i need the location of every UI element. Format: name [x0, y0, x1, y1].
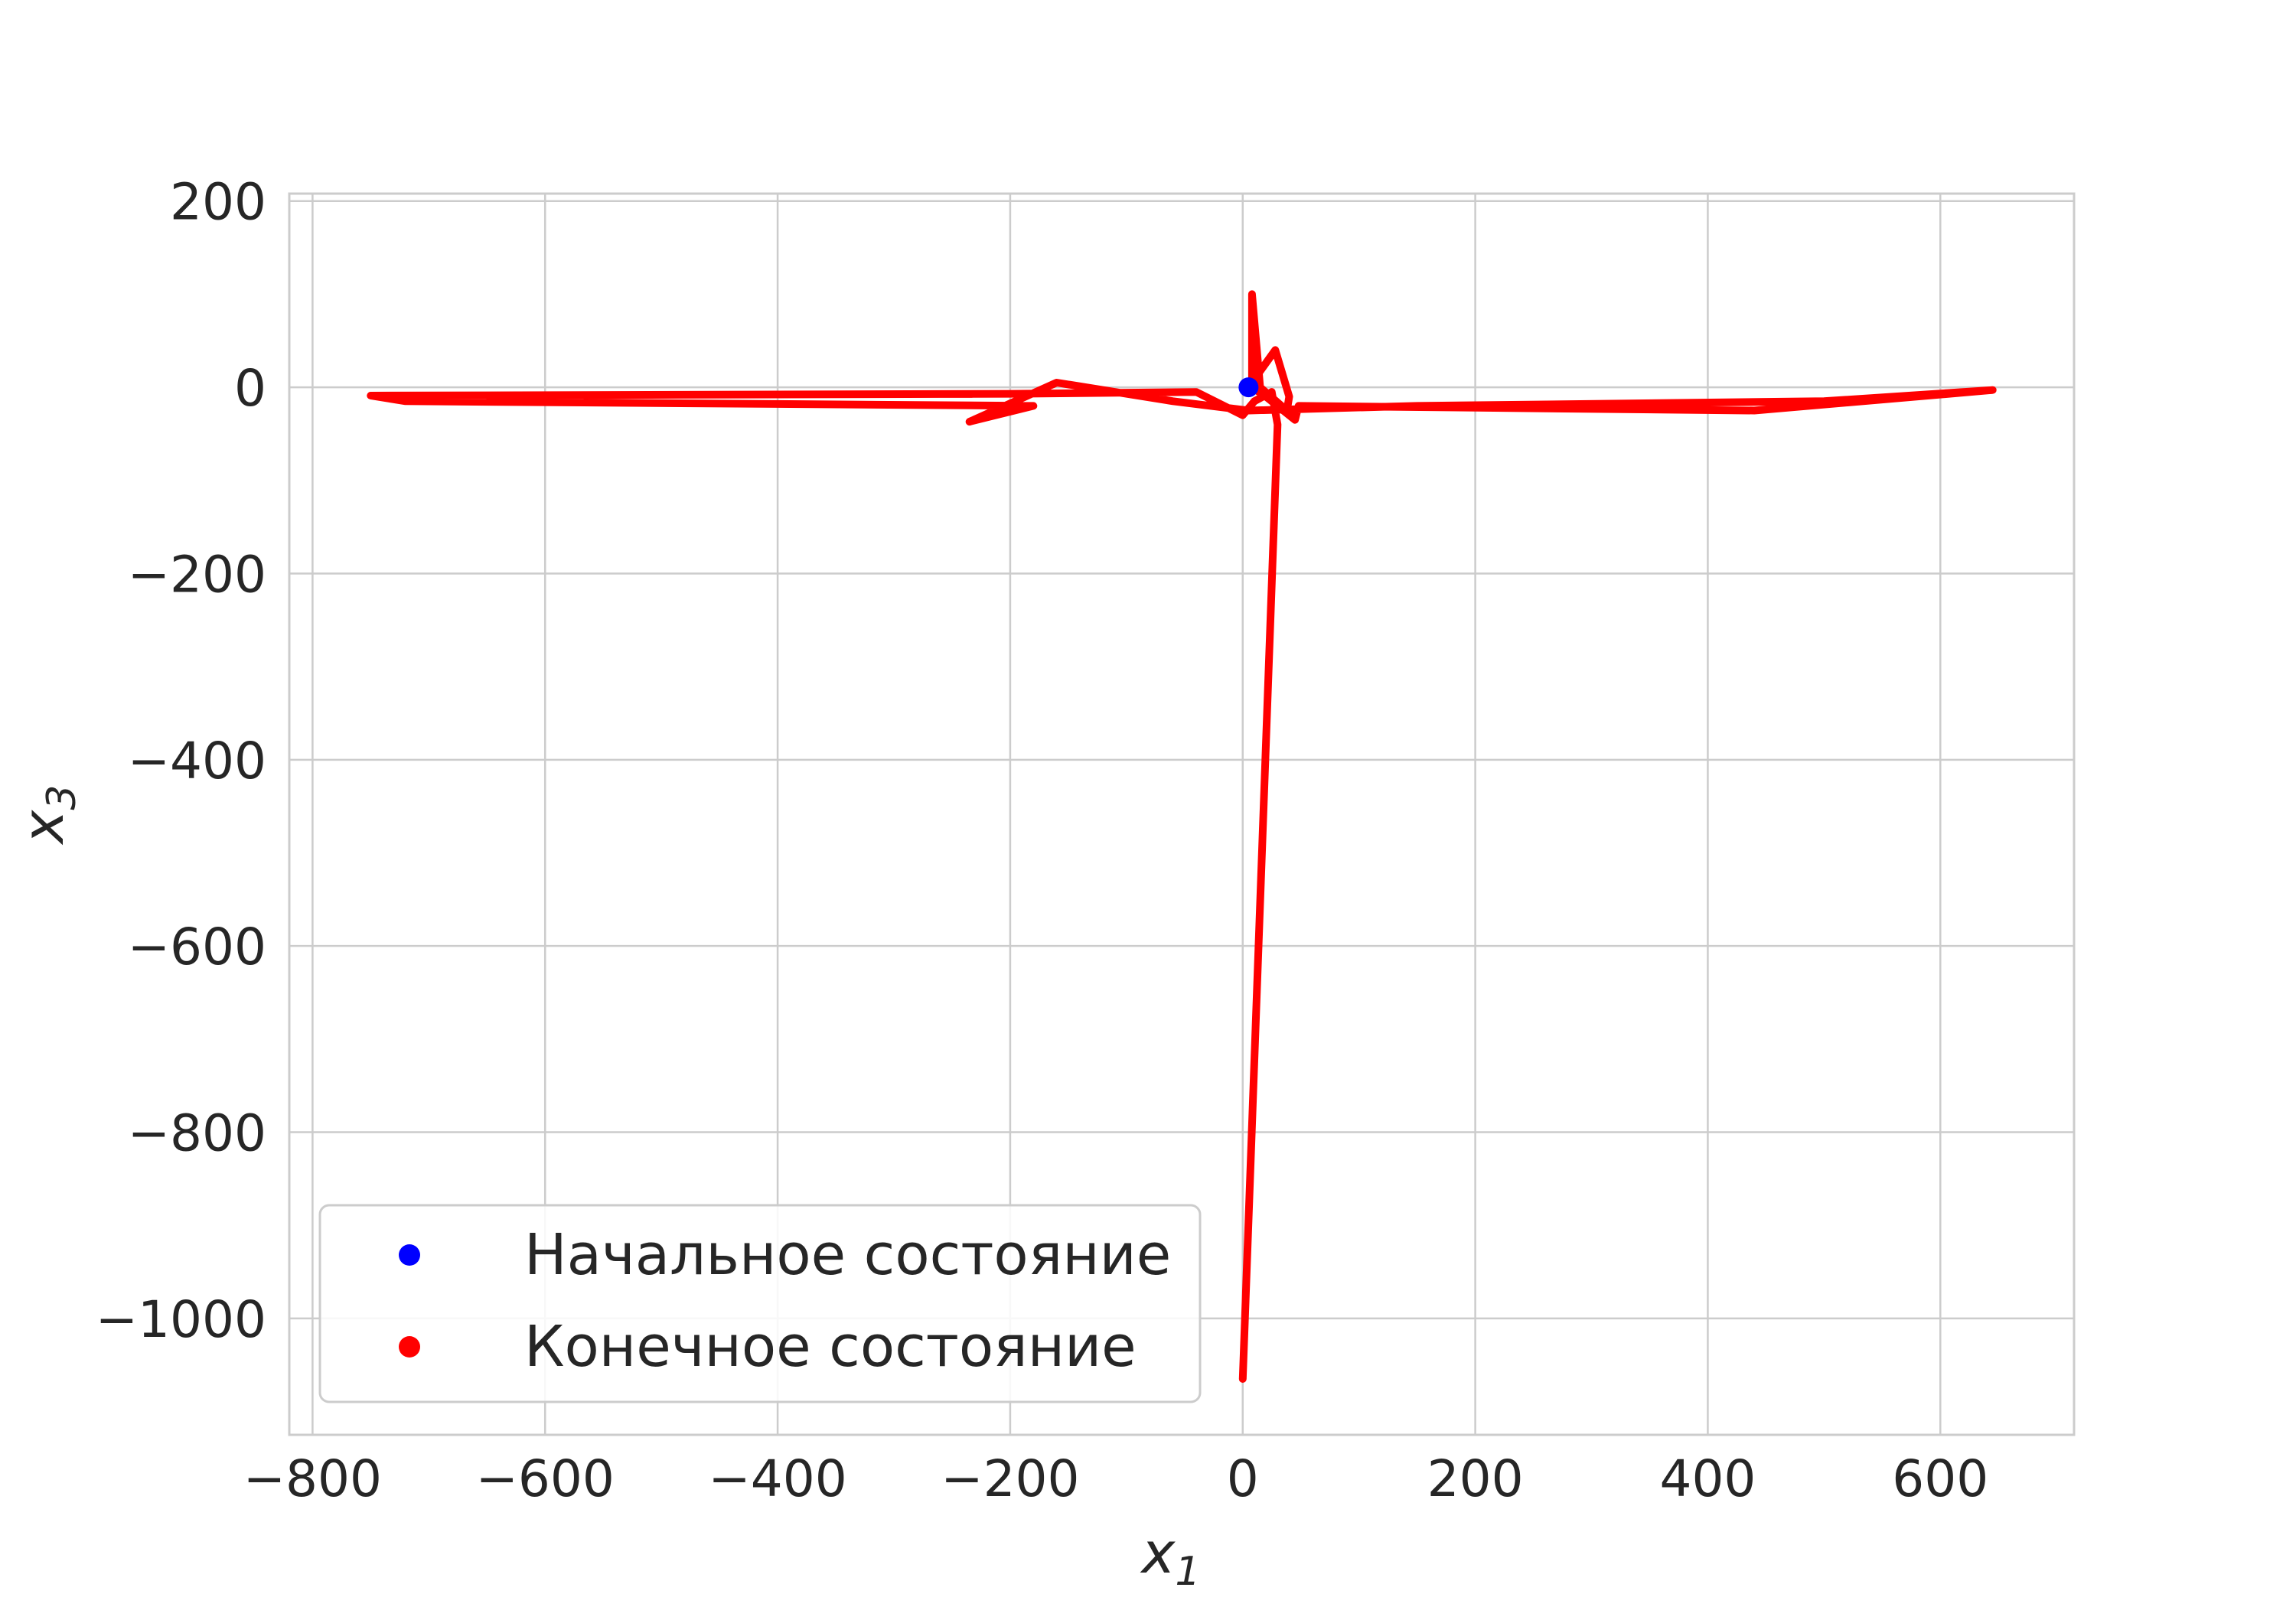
x-tick-label: 0	[1227, 1449, 1259, 1508]
y-tick-label: −400	[128, 732, 266, 790]
initial-state-point	[1238, 377, 1259, 398]
series-group	[367, 290, 1997, 1383]
legend-label-initial: Начальное состояние	[524, 1222, 1171, 1288]
x-axis-label-main: x	[1140, 1521, 1176, 1586]
y-tick-label: −600	[128, 918, 266, 976]
y-tick-labels: 200 0 −200 −400 −600 −800 −1000	[96, 173, 266, 1349]
y-tick-label: −800	[128, 1104, 266, 1163]
x-tick-label: −600	[476, 1449, 615, 1508]
x-axis-label-sub: 1	[1175, 1549, 1200, 1595]
x-tick-label: −400	[708, 1449, 846, 1508]
trajectory-line	[367, 290, 1997, 1383]
y-axis-label: x3	[11, 785, 85, 846]
x-tick-label: −200	[941, 1449, 1079, 1508]
legend-box	[318, 1204, 1202, 1403]
x-axis-label: x1	[1140, 1521, 1201, 1595]
legend-marker-initial	[399, 1244, 420, 1266]
y-axis-label-sub: 3	[39, 785, 85, 810]
y-tick-label: −200	[128, 545, 266, 604]
x-tick-label: −800	[243, 1449, 382, 1508]
grid	[289, 194, 2074, 1435]
y-axis-label-main: x	[11, 809, 77, 845]
legend-marker-final	[399, 1336, 420, 1358]
x-tick-labels: −800 −600 −400 −200 0 200 400 600	[243, 1449, 1989, 1508]
legend-label-final: Конечное состояние	[524, 1314, 1137, 1380]
y-tick-label: 0	[234, 359, 266, 418]
x-tick-label: 400	[1659, 1449, 1756, 1508]
x-tick-label: 200	[1427, 1449, 1524, 1508]
y-tick-label: −1000	[96, 1290, 266, 1349]
points-group	[1238, 377, 1259, 398]
y-tick-label: 200	[170, 173, 266, 232]
legend: Начальное состояние Конечное состояние	[318, 1204, 1202, 1403]
x-tick-label: 600	[1892, 1449, 1988, 1508]
